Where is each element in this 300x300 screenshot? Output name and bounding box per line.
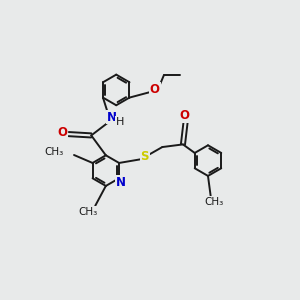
Text: S: S <box>140 149 149 163</box>
Text: CH₃: CH₃ <box>44 147 64 157</box>
Text: CH₃: CH₃ <box>78 207 98 217</box>
Text: H: H <box>116 117 124 127</box>
Text: N: N <box>116 176 126 189</box>
Text: O: O <box>57 125 67 139</box>
Text: O: O <box>179 109 189 122</box>
Text: O: O <box>150 83 160 96</box>
Text: CH₃: CH₃ <box>204 197 223 207</box>
Text: N: N <box>106 110 116 124</box>
